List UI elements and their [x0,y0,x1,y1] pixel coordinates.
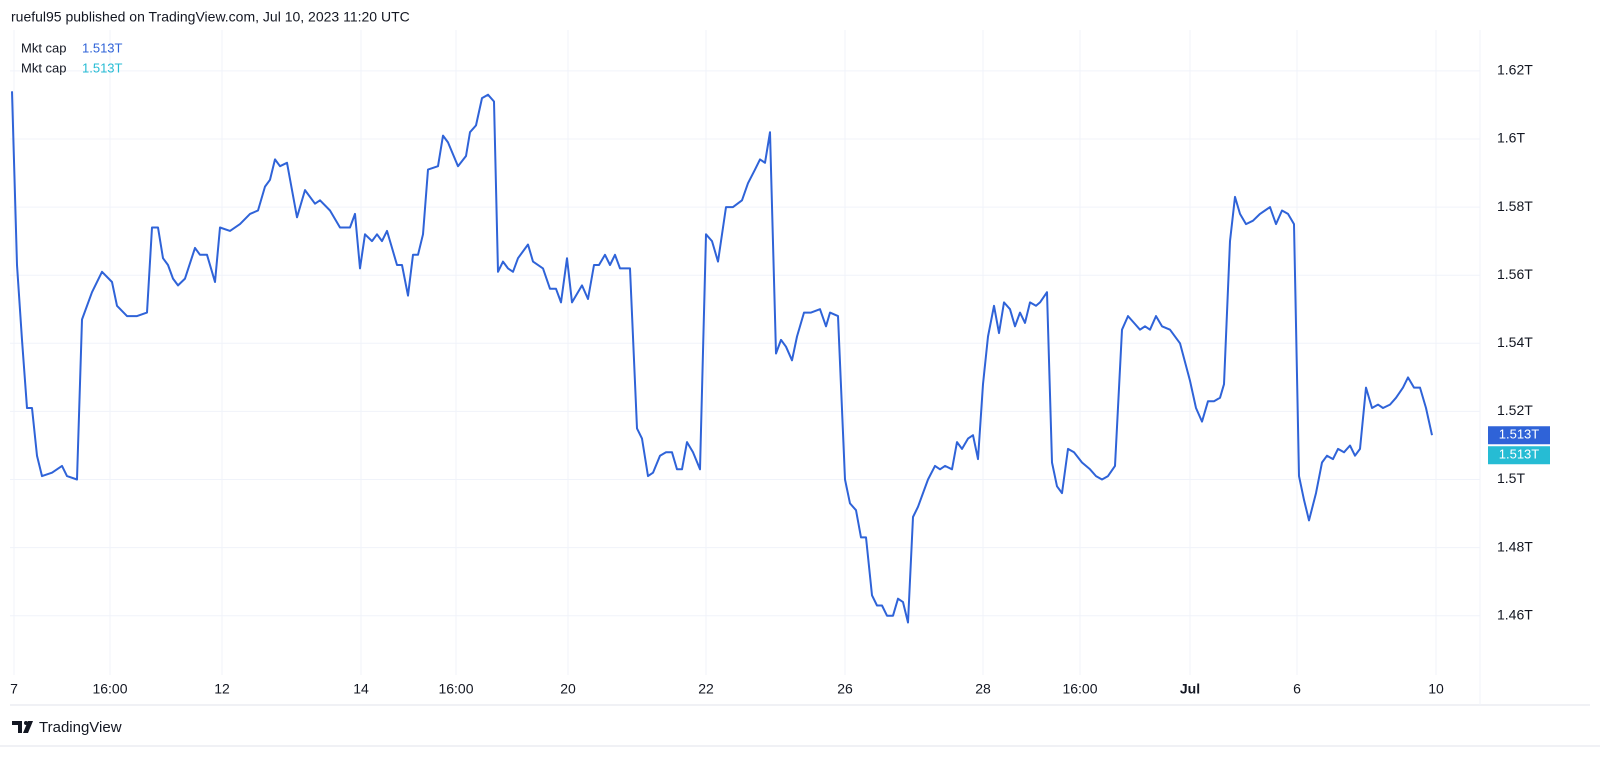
y-tick-label: 1.54T [1497,334,1533,350]
x-tick-label: 22 [698,681,714,697]
price-badge: 1.513T [1488,446,1550,465]
price-line [11,91,1433,624]
badge-bg [1488,446,1550,465]
x-tick-label: 16:00 [1062,681,1097,697]
publish-info: rueful95 published on TradingView.com, J… [11,9,410,25]
legend-name: Mkt cap [21,60,67,75]
y-tick-label: 1.48T [1497,538,1533,554]
x-tick-label: 10 [1428,681,1444,697]
y-tick-label: 1.58T [1497,198,1533,214]
x-tick-label: Jul [1180,681,1200,697]
x-tick-label: 12 [214,681,230,697]
badge-bg [1488,426,1550,445]
y-tick-label: 1.62T [1497,62,1533,78]
legend-name: Mkt cap [21,40,67,55]
brand: TradingView [39,719,122,736]
y-tick-label: 1.56T [1497,266,1533,282]
y-tick-label: 1.5T [1497,470,1525,486]
badge-label: 1.513T [1499,447,1540,462]
legend-value: 1.513T [82,60,123,75]
x-tick-label: 20 [560,681,576,697]
x-tick-label: 16:00 [438,681,473,697]
x-tick-label: 16:00 [92,681,127,697]
legend-value: 1.513T [82,40,123,55]
y-tick-label: 1.52T [1497,402,1533,418]
x-tick-label: 26 [837,681,853,697]
tv-logo [12,721,33,733]
x-tick-label: 7 [10,681,18,697]
price-badge: 1.513T [1488,426,1550,445]
y-tick-label: 1.6T [1497,130,1525,146]
x-tick-label: 14 [353,681,369,697]
x-tick-label: 28 [975,681,991,697]
y-tick-label: 1.46T [1497,606,1533,622]
x-tick-label: 6 [1293,681,1301,697]
badge-label: 1.513T [1499,427,1540,442]
